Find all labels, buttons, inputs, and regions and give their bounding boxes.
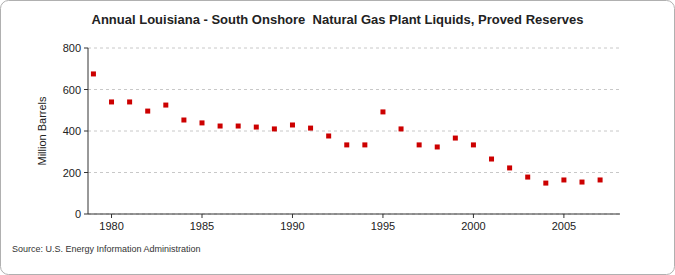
frame — [1, 1, 675, 275]
grid-line — [88, 131, 620, 132]
point — [561, 177, 566, 182]
y-tick-label: 800 — [63, 42, 81, 54]
chart: Annual Louisiana - South Onshore Natural… — [0, 0, 675, 275]
grid-line — [88, 89, 620, 90]
point — [435, 144, 440, 149]
point — [507, 165, 512, 170]
x-tick-label: 1985 — [190, 220, 214, 232]
point — [453, 136, 458, 141]
point — [290, 122, 295, 127]
x-tick-label: 2005 — [552, 220, 576, 232]
y-tick — [84, 131, 88, 132]
y-tick-label: 400 — [63, 125, 81, 137]
point — [236, 124, 241, 129]
x-tick-label: 2000 — [461, 220, 485, 232]
point — [344, 142, 349, 147]
point — [91, 71, 96, 76]
y-tick — [84, 172, 88, 173]
x-tick — [473, 214, 474, 218]
y-tick — [84, 48, 88, 49]
point — [489, 157, 494, 162]
title: Annual Louisiana - South Onshore Natural… — [92, 12, 584, 27]
x-tick-label: 1980 — [99, 220, 123, 232]
y-tick — [84, 214, 88, 215]
point — [127, 99, 132, 104]
point — [598, 177, 603, 182]
point — [326, 133, 331, 138]
x-tick — [382, 214, 383, 218]
y-tick — [84, 89, 88, 90]
x-tick-label: 1990 — [280, 220, 304, 232]
y-axis — [88, 48, 89, 214]
point — [145, 109, 150, 114]
point — [362, 142, 367, 147]
point — [308, 126, 313, 131]
x-tick — [202, 214, 203, 218]
point — [163, 103, 168, 108]
point — [254, 125, 259, 130]
point — [380, 109, 385, 114]
point — [181, 118, 186, 123]
point — [109, 99, 114, 104]
source: Source: U.S. Energy Information Administ… — [12, 244, 201, 254]
y-axis-label: Million Barrels — [36, 96, 48, 166]
point — [525, 175, 530, 180]
point — [543, 181, 548, 186]
point — [580, 180, 585, 185]
point — [218, 124, 223, 129]
point — [272, 126, 277, 131]
point — [399, 126, 404, 131]
point — [471, 142, 476, 147]
grid-line — [88, 48, 620, 49]
x-tick — [111, 214, 112, 218]
y-tick-label: 200 — [63, 167, 81, 179]
x-axis — [88, 214, 620, 215]
points — [91, 71, 603, 185]
y-tick-label: 0 — [75, 208, 81, 220]
grid-line — [88, 172, 620, 173]
grid-line — [88, 214, 620, 215]
point — [417, 142, 422, 147]
point — [200, 120, 205, 125]
y-tick-label: 600 — [63, 84, 81, 96]
x-tick-label: 1995 — [371, 220, 395, 232]
x-tick — [292, 214, 293, 218]
x-tick — [563, 214, 564, 218]
